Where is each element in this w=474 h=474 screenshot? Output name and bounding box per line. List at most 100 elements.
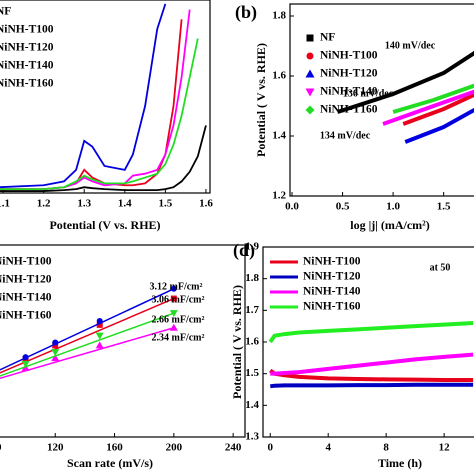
- y-tick-label: 1.3: [245, 431, 259, 443]
- y-tick-label: 1.9: [245, 241, 259, 253]
- y-tick-label: 1.4: [272, 130, 286, 142]
- data-point: [21, 360, 30, 368]
- x-tick-label: 240: [225, 442, 242, 454]
- data-point: [170, 285, 177, 292]
- x-tick-label: 200: [166, 442, 183, 454]
- legend-label: NiNH-T140: [0, 292, 52, 304]
- data-point: [169, 323, 178, 331]
- legend-label: NiNH-T160: [303, 301, 361, 313]
- series-line: [0, 125, 207, 192]
- x-axis-label: Time (h): [378, 456, 422, 470]
- annotation: at 50: [430, 262, 451, 273]
- x-axis-label: Potential (V vs. RHE): [49, 218, 160, 232]
- data-point: [169, 310, 178, 318]
- y-tick-label: 1.6: [272, 70, 286, 82]
- x-tick-label: 0.0: [285, 201, 299, 213]
- series-line: [269, 382, 474, 389]
- plot-frame: [289, 3, 474, 197]
- annotation: 2.34 mF/cm²: [152, 332, 205, 343]
- panel: 0 4 8 12 1.3 1.4 1.5 1.6 1.7 1.8 1.9 Time (h) Potent…: [230, 240, 474, 470]
- series-line: [270, 352, 474, 376]
- series-line: [336, 50, 474, 114]
- series-line: [402, 92, 474, 126]
- series-line: [0, 3, 167, 189]
- legend-label: NiNH-T100: [303, 256, 361, 268]
- plot-frame: [0, 0, 211, 194]
- x-tick-label: 1.5: [158, 198, 172, 210]
- plot-area: [0, 285, 178, 379]
- y-tick-label: 1.6: [245, 336, 259, 348]
- legend-label: NF: [320, 32, 335, 44]
- y-axis-label: Potential ( V vs. RHE): [230, 285, 244, 399]
- x-tick-label: 120: [47, 442, 64, 454]
- data-point: [95, 341, 104, 349]
- data-point: [51, 349, 60, 357]
- y-tick-label: 1.8: [272, 10, 286, 22]
- plot-frame: [0, 244, 246, 438]
- x-tick-label: 8: [383, 442, 389, 454]
- legend-marker: [306, 34, 314, 42]
- annotation: 134 mV/dec: [320, 130, 371, 141]
- legend-label: NiNH-T140: [303, 286, 361, 298]
- x-tick-label: 12: [439, 442, 451, 454]
- x-tick-label: 4: [325, 442, 331, 454]
- data-point: [96, 318, 103, 325]
- y-tick-label: 1.4: [245, 399, 259, 411]
- y-tick-label: 1.5: [245, 367, 259, 379]
- legend-label: NiNH-T140: [320, 86, 378, 98]
- x-tick-label: 160: [106, 442, 123, 454]
- annotation: 140 mV/dec: [385, 40, 436, 51]
- legend-label: NiNH-T160: [320, 104, 378, 116]
- legend-label: NiNH-T100: [320, 50, 378, 62]
- x-tick-label: 1.3: [77, 198, 91, 210]
- x-tick-label: 80: [0, 442, 2, 454]
- panel-label: (d): [233, 240, 255, 261]
- legend-marker: [305, 105, 315, 115]
- legend-label: NiNH-T160: [0, 310, 52, 322]
- data-point: [170, 295, 177, 302]
- series-line: [0, 38, 199, 191]
- data-point: [95, 332, 104, 340]
- plot-area: [336, 50, 474, 144]
- data-point: [22, 354, 29, 361]
- x-tick-label: 0: [267, 442, 273, 454]
- series-line: [382, 89, 474, 126]
- annotation: 3.06 mF/cm²: [152, 294, 205, 305]
- panel: 80 120 160 200 240 Scan rate (mV/s) NiNH-T100 N…: [0, 244, 246, 470]
- x-tick-label: 1.5: [437, 201, 451, 213]
- legend-label: NiNH-T120: [303, 271, 361, 283]
- y-tick-label: 1.8: [245, 272, 259, 284]
- annotation: 3.12 mF/cm²: [150, 281, 203, 292]
- legend-label: NF: [0, 6, 11, 18]
- y-tick-label: 1.7: [245, 304, 259, 316]
- panel: 1.1 1.2 1.3 1.4 1.5 1.6 Potential (V vs. RHE) N…: [0, 0, 213, 232]
- legend-label: NiNH-T160: [0, 78, 54, 90]
- annotation: 2.66 mF/cm²: [152, 314, 205, 325]
- legend-marker: [305, 88, 315, 97]
- plot-area: [268, 321, 474, 389]
- legend-label: NiNH-T100: [0, 256, 52, 268]
- series-line: [392, 83, 474, 114]
- x-axis-label: log |j| (mA/cm²): [350, 218, 430, 232]
- x-tick-label: 1.2: [37, 198, 51, 210]
- data-point: [52, 339, 59, 346]
- legend-label: NiNH-T100: [0, 24, 54, 36]
- plot-area: [0, 3, 207, 192]
- x-axis-label: Scan rate (mV/s): [67, 456, 153, 470]
- legend-marker: [306, 52, 314, 60]
- series-line: [404, 107, 474, 144]
- y-tick-label: 1.2: [272, 190, 286, 202]
- x-tick-label: 1.0: [386, 201, 400, 213]
- y-axis-label: Potential ( V vs. RHE): [254, 43, 268, 157]
- legend-label: NiNH-T120: [0, 274, 52, 286]
- legend-label: NiNH-T120: [320, 68, 378, 80]
- panel: 0.0 0.5 1.0 1.5 1.2 1.4 1.6 1.8 log |j| (mA/cm²)…: [235, 2, 474, 232]
- x-tick-label: 1.6: [199, 198, 213, 210]
- x-tick-label: 1.4: [118, 198, 132, 210]
- annotation: 136 mV/dec: [343, 88, 394, 99]
- data-point: [51, 354, 60, 362]
- legend-label: NiNH-T120: [0, 42, 54, 54]
- legend-label: NiNH-T140: [0, 60, 54, 72]
- panel-label: (b): [235, 2, 257, 23]
